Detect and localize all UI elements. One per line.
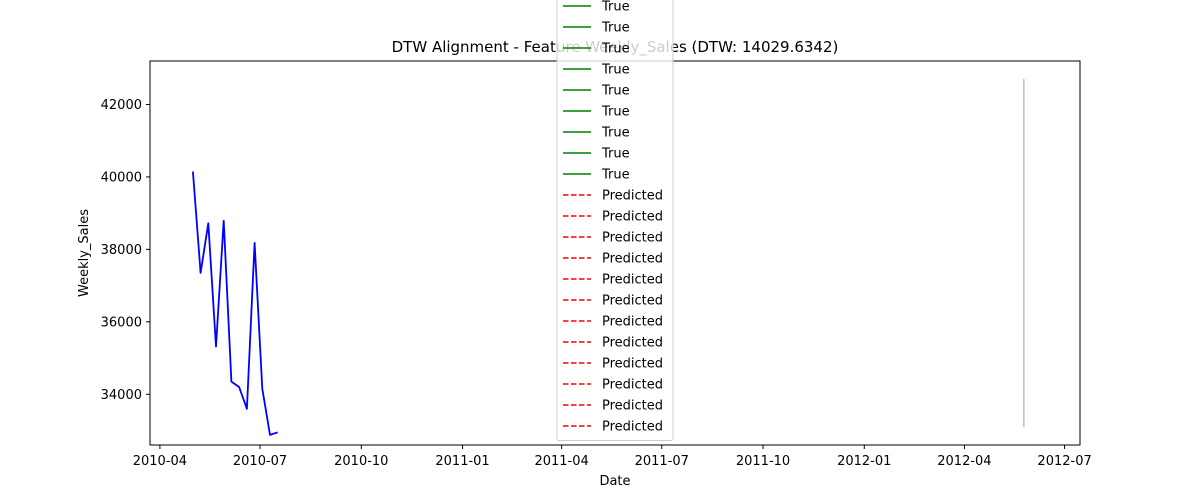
- y-tick-label: 36000: [101, 315, 142, 330]
- x-tick-label: 2011-10: [736, 454, 790, 469]
- legend-label: Predicted: [602, 189, 663, 204]
- y-tick-label: 38000: [101, 243, 142, 258]
- x-tick-label: 2012-04: [937, 454, 991, 469]
- x-tick-label: 2011-07: [635, 454, 689, 469]
- legend-label: True: [601, 21, 630, 36]
- legend-label: True: [601, 168, 630, 183]
- legend-box: [556, 0, 674, 441]
- y-axis-title: Weekly_Sales: [77, 209, 92, 297]
- x-tick-label: 2011-01: [435, 454, 489, 469]
- axes: 2010-04 2010-07 2010-10 2011-01 2011-04 2011-…: [101, 60, 1092, 469]
- legend-label: True: [601, 84, 630, 99]
- legend-label: True: [601, 105, 630, 120]
- legend-label: True: [601, 126, 630, 141]
- series-line-0: [192, 171, 278, 436]
- legend-label: True: [601, 0, 630, 15]
- x-tick-label: 2012-01: [837, 454, 891, 469]
- y-tick-label: 42000: [101, 98, 142, 113]
- x-tick-label: 2010-10: [334, 454, 388, 469]
- y-tick-label: 40000: [101, 170, 142, 185]
- legend-label: Predicted: [602, 399, 663, 414]
- legend: True True True True True True True True True Pred…: [556, 0, 674, 441]
- legend-label: Predicted: [602, 210, 663, 225]
- y-tick-label: 34000: [101, 388, 142, 403]
- x-tick-label: 2012-07: [1037, 454, 1091, 469]
- legend-label: Predicted: [602, 315, 663, 330]
- x-tick-label: 2011-04: [534, 454, 588, 469]
- x-tick-label: 2010-07: [233, 454, 287, 469]
- legend-label: True: [601, 147, 630, 162]
- plot-area: [192, 79, 1025, 436]
- legend-label: True: [601, 63, 630, 78]
- legend-label: True: [601, 42, 630, 57]
- legend-label: Predicted: [602, 294, 663, 309]
- legend-label: Predicted: [602, 273, 663, 288]
- x-tick-label: 2010-04: [133, 454, 187, 469]
- legend-label: Predicted: [602, 378, 663, 393]
- legend-label: Predicted: [602, 420, 663, 435]
- legend-label: Predicted: [602, 252, 663, 267]
- legend-label: Predicted: [602, 336, 663, 351]
- legend-label: Predicted: [602, 357, 663, 372]
- legend-label: Predicted: [602, 231, 663, 246]
- x-axis-title: Date: [599, 474, 630, 489]
